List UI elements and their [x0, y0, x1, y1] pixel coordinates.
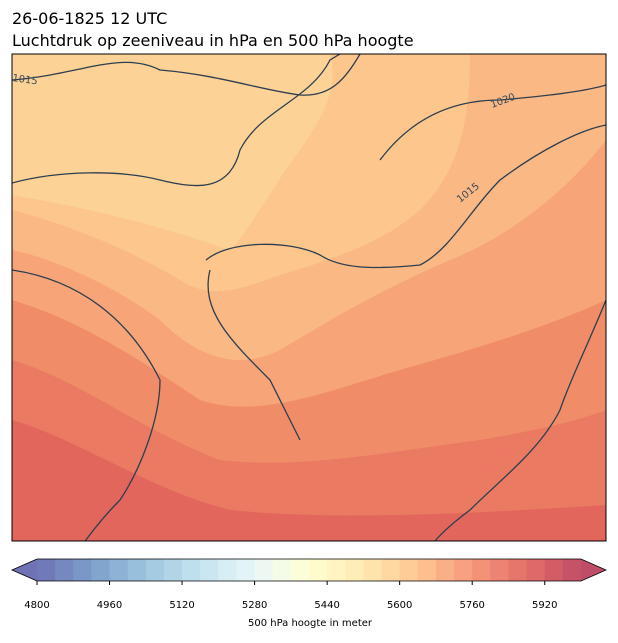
colorbar-tick-label: 5120 [169, 600, 194, 611]
colorbar-bin [345, 559, 364, 581]
colorbar-bin [363, 559, 383, 581]
isobars [12, 54, 606, 541]
colorbar-tick-label: 4800 [24, 600, 49, 611]
colorbar-bin [218, 559, 237, 581]
band [12, 420, 606, 541]
colorbar-bin [526, 559, 546, 581]
colorbar-bin [55, 559, 74, 581]
colorbar-tick-label: 5280 [242, 600, 267, 611]
colorbar-bin [200, 559, 219, 581]
colorbar-tick-label: 4960 [97, 600, 122, 611]
map: 1015 1020 1015 [11, 53, 607, 542]
colorbar-bin [109, 559, 129, 581]
colorbar-bin [254, 559, 274, 581]
colorbar-bin [508, 559, 528, 581]
colorbar-bin [37, 559, 56, 581]
colorbar-tick-label: 5600 [387, 600, 412, 611]
colorbar-bin [145, 559, 165, 581]
subtitle: Luchtdruk op zeeniveau in hPa en 500 hPa… [12, 31, 414, 50]
colorbar-bin [399, 559, 419, 581]
colorbar-label: 500 hPa hoogte in meter [248, 618, 373, 629]
colorbar-bin [490, 559, 509, 581]
colorbar-extend-high [581, 559, 606, 581]
colorbar-bin [381, 559, 401, 581]
colorbar-outline [11, 558, 607, 582]
colorbar-bin [472, 559, 491, 581]
map-frame [11, 53, 607, 542]
colorbar-tick-label: 5440 [314, 600, 339, 611]
title: 26-06-1825 12 UTC [12, 9, 167, 28]
colorbar-bin [327, 559, 346, 581]
colorbar-extend-low [12, 559, 37, 581]
colorbar-bin [454, 559, 473, 581]
colorbar-tick-label: 5920 [532, 600, 557, 611]
colorbar-bin [127, 559, 147, 581]
colorbar-bin [544, 559, 564, 581]
colorbar: 4800 4960 5120 5280 5440 5600 5760 5920 [11, 558, 607, 611]
colorbar-bin [562, 559, 582, 581]
colorbar-bin [182, 559, 201, 581]
band [12, 54, 333, 250]
colorbar-bin [236, 559, 256, 581]
colorbar-bin [290, 559, 310, 581]
colorbar-bin [163, 559, 183, 581]
colorbar-bin [309, 559, 328, 581]
colorbar-bin [435, 559, 455, 581]
colorbar-tick-label: 5760 [459, 600, 484, 611]
colorbar-bin [272, 559, 292, 581]
colorbar-bin [91, 559, 111, 581]
colorbar-bin [73, 559, 92, 581]
contour-label: 1015 [12, 73, 39, 87]
colorbar-bin [417, 559, 437, 581]
